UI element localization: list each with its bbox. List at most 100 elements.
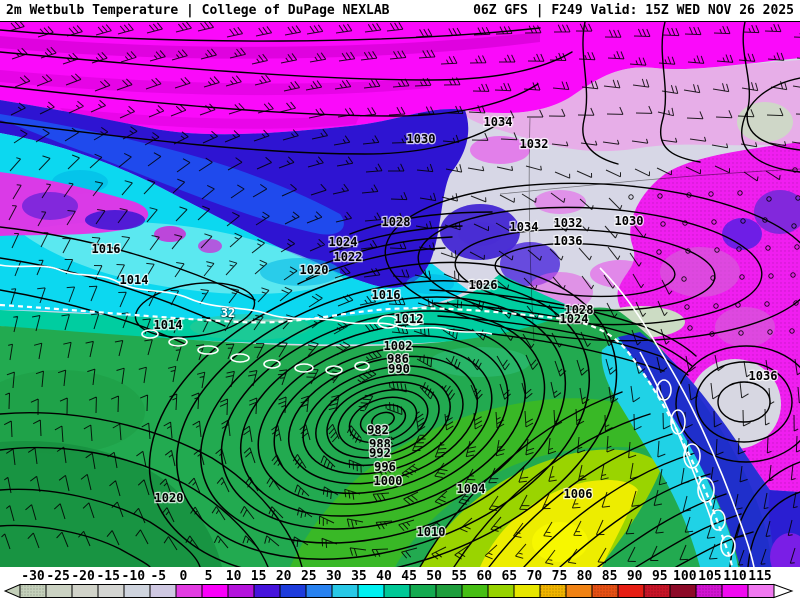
colorbar-cell (175, 584, 203, 598)
isobar-label: 1020 (155, 491, 184, 505)
isobar-label: 1006 (564, 487, 593, 501)
colorbar-cell-stipple (20, 584, 46, 598)
colorbar-tick-label: 100 (673, 569, 697, 584)
colorbar-cell (435, 584, 463, 598)
model-run-info: 06Z GFS | F249 Valid: 15Z WED NOV 26 202… (473, 3, 794, 18)
isobar-label: 986 (387, 352, 409, 366)
colorbar-right-arrow (773, 583, 794, 599)
colorbar-cell (253, 584, 281, 598)
colorbar-tick-label: 110 (723, 569, 747, 584)
colorbar-tick-label: 15 (251, 569, 267, 584)
colorbar-cell (747, 584, 775, 598)
colorbar-tick-label: -10 (122, 569, 146, 584)
product-title: 2m Wetbulb Temperature | College of DuPa… (6, 3, 390, 18)
colorbar-cell (123, 584, 151, 598)
colorbar-tick-label: 20 (276, 569, 292, 584)
isobar-label: 1034 (484, 115, 513, 129)
colorbar-tick-label: 75 (552, 569, 568, 584)
isobar-label: 1030 (407, 132, 436, 146)
colorbar-cell-stipple (592, 584, 618, 598)
isobar-label: 1020 (300, 263, 329, 277)
colorbar-tick-label: 45 (401, 569, 417, 584)
colorbar-tick-label: 10 (226, 569, 242, 584)
colorbar-cell (71, 584, 99, 598)
colorbar-cell (305, 584, 333, 598)
wind-barb-layer (1, 22, 800, 566)
colorbar-cell (227, 584, 255, 598)
colorbar-tick-label: -30 (21, 569, 45, 584)
isobar-label: 1004 (457, 482, 486, 496)
colorbar-tick-label: -20 (71, 569, 95, 584)
isobar-label: 1016 (372, 288, 401, 302)
colorbar-tick-label: 50 (426, 569, 442, 584)
colorbar-tick-label: 105 (698, 569, 721, 584)
isobar-label: 1036 (749, 369, 778, 383)
colorbar-cell (45, 584, 73, 598)
colorbar-tick-label: 115 (748, 569, 771, 584)
isobar-label: 1028 (565, 303, 594, 317)
colorbar-cell (201, 584, 229, 598)
isobar-label: 1022 (334, 250, 363, 264)
colorbar-canvas: -30 -25 -20 -15 -10 -5 0 5 10 15 20 25 30 35 40 45 50 55 6… (3, 569, 794, 599)
colorbar-tick-label: 60 (476, 569, 492, 584)
weather-map: 32 1034 1030 1032 1028 1024 1022 1020 1034 1032 10… (0, 22, 800, 567)
colorbar-tick-label: -25 (46, 569, 69, 584)
colorbar-cell (513, 584, 541, 598)
colorbar-cell-stipple (696, 584, 722, 598)
isobar-label: 1034 (510, 220, 539, 234)
colorbar-cell (357, 584, 385, 598)
isobar-label: 1026 (469, 278, 498, 292)
colorbar-left-arrow (3, 583, 21, 599)
colorbar-cell (565, 584, 593, 598)
colorbar-cell (461, 584, 489, 598)
colorbar-cell (149, 584, 177, 598)
colorbar-cell (409, 584, 437, 598)
isobar-label: 990 (388, 362, 410, 376)
title-bar: 2m Wetbulb Temperature | College of DuPa… (0, 0, 800, 22)
colorbar-tick-label: 5 (205, 569, 213, 584)
isobar-label: 1012 (395, 312, 424, 326)
colorbar-cell (617, 584, 645, 598)
colorbar-tick-label: 85 (602, 569, 618, 584)
isobar-label: 992 (369, 446, 391, 460)
colorbar-tick-label: 55 (451, 569, 467, 584)
colorbar-cell (669, 584, 697, 598)
isobar-label: 1024 (329, 235, 358, 249)
colorbar-cell (487, 584, 515, 598)
isobar-label: 1010 (417, 525, 446, 539)
freezing-line-label: 32 (221, 306, 235, 320)
isobar-label: 1036 (554, 234, 583, 248)
colorbar-tick-label: 35 (351, 569, 367, 584)
colorbar-tick-label: 95 (652, 569, 668, 584)
colorbar-cell (383, 584, 411, 598)
colorbar-cell (279, 584, 307, 598)
colorbar-tick-label: 0 (179, 569, 187, 584)
colorbar-tick-label: -15 (96, 569, 119, 584)
isobar-label: 1016 (92, 242, 121, 256)
colorbar: -30 -25 -20 -15 -10 -5 0 5 10 15 20 25 30 35 40 45 50 55 6… (0, 567, 800, 600)
colorbar-tick-label: 25 (301, 569, 317, 584)
colorbar-tick-label: 30 (326, 569, 342, 584)
isobar-label: 1028 (382, 215, 411, 229)
isobar-label: 1014 (120, 273, 149, 287)
isobar-label: 1002 (384, 339, 413, 353)
isobar-label: 1014 (154, 318, 183, 332)
isobar-label: 996 (374, 460, 396, 474)
colorbar-tick-label: 80 (577, 569, 593, 584)
colorbar-cell-stipple (540, 584, 566, 598)
isobar-label: 1032 (554, 216, 583, 230)
isobar-label: 1000 (374, 474, 403, 488)
colorbar-tick-label: 65 (501, 569, 517, 584)
colorbar-cell-stipple (644, 584, 670, 598)
colorbar-tick-label: -5 (150, 569, 166, 584)
colorbar-cell (97, 584, 125, 598)
colorbar-tick-label: 90 (627, 569, 643, 584)
freezing-line: 32 (0, 303, 734, 567)
colorbar-cell (721, 584, 749, 598)
isobar-label: 1024 (560, 312, 589, 326)
isobar-label: 1032 (520, 137, 549, 151)
isobar-label: 988 (369, 437, 391, 451)
